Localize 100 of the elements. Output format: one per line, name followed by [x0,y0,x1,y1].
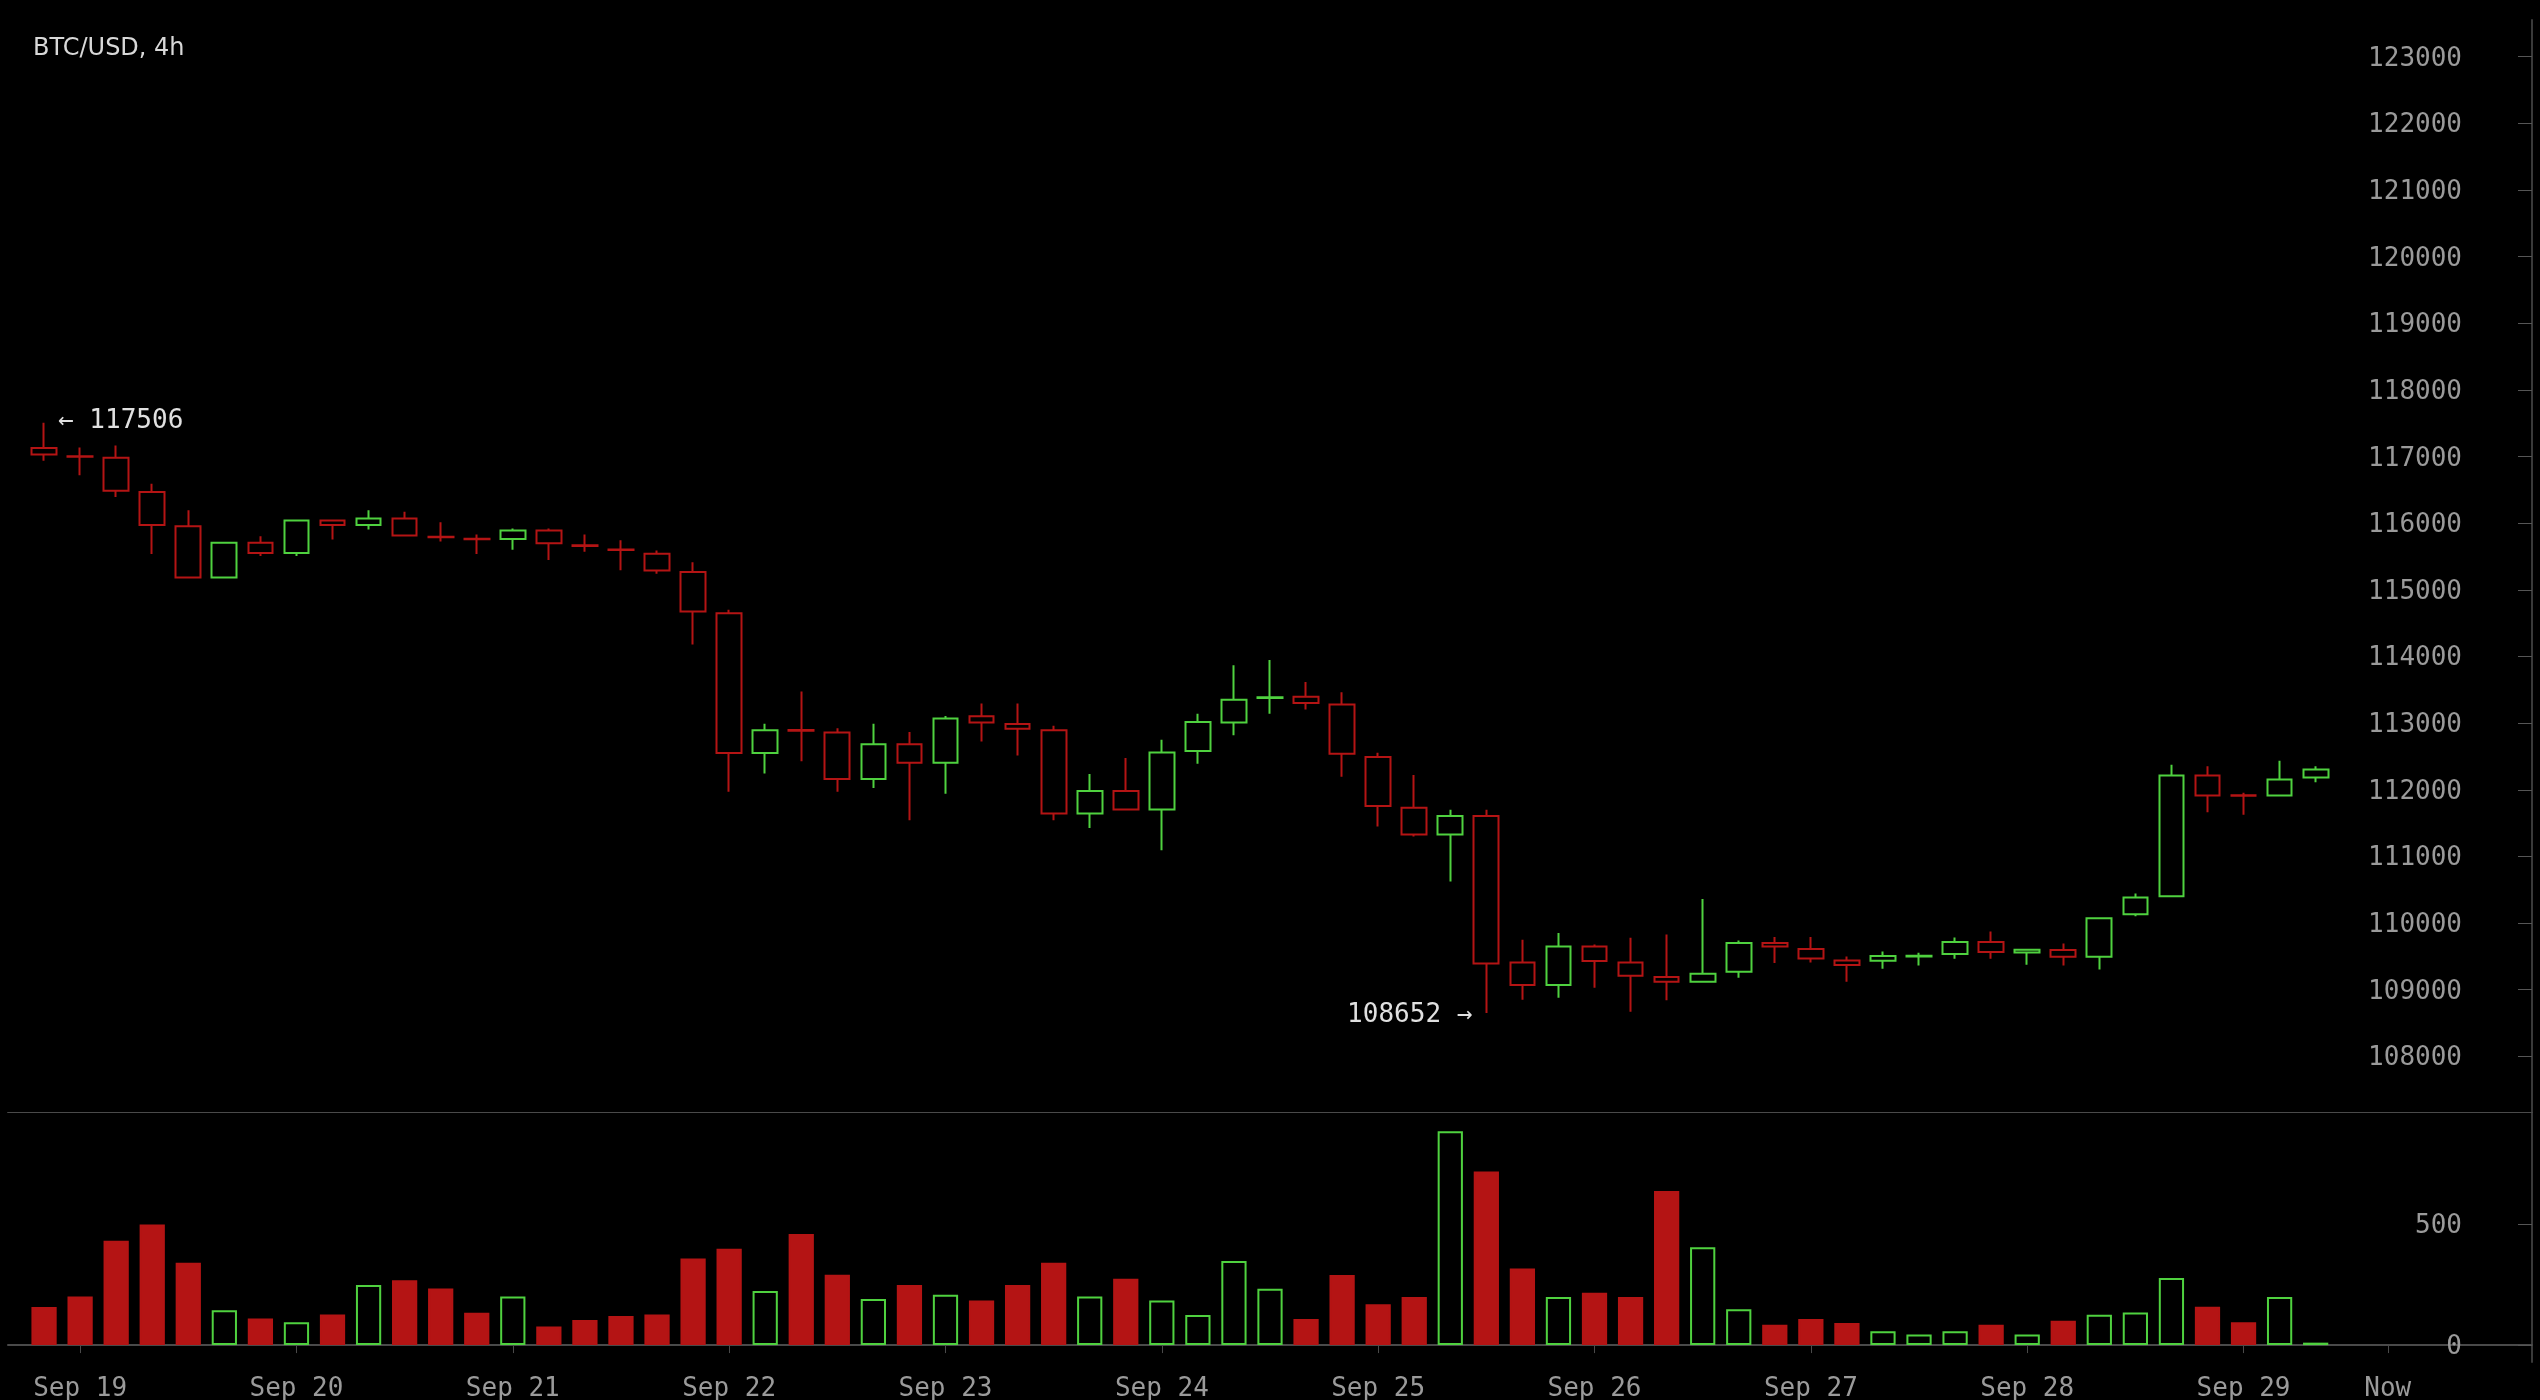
candlestick [643,549,671,575]
bar [67,1296,93,1346]
bar [1978,1324,2004,1346]
candlestick [1725,939,1753,979]
candlestick [896,730,923,822]
bar [247,1318,274,1346]
candlestick [823,727,851,793]
bar [752,1290,778,1346]
candlestick [1328,691,1356,778]
y-tick-label: 116000 [2368,508,2462,539]
candlestick [715,608,743,793]
bar [2014,1334,2040,1346]
y-tick-label: 113000 [2368,708,2462,739]
candlestick [1977,930,2005,960]
bar [896,1285,923,1346]
bar [1437,1131,1463,1346]
candlestick [355,509,382,531]
bar [1798,1318,1824,1346]
candlestick [2302,765,2330,784]
y-tick-label: 121000 [2368,174,2462,205]
bar [1942,1331,1968,1346]
bar [608,1316,634,1346]
candlestick [1833,955,1861,983]
bar [1329,1274,1355,1346]
bar [2086,1314,2112,1346]
candlestick [751,722,779,775]
bar [31,1307,57,1346]
candlestick [210,541,238,579]
candlestick [2085,916,2113,971]
y-tick-label: 118000 [2368,374,2462,405]
bar [175,1262,201,1346]
candlestick [283,519,310,557]
candlestick [2122,892,2149,918]
y-tick-label: 110000 [2368,908,2462,939]
bar [536,1326,562,1346]
bar [464,1312,490,1346]
candlestick [138,482,166,555]
candlestick [66,446,94,477]
y-tick-label: 117000 [2368,441,2462,472]
bar [211,1310,237,1346]
candlestick [499,527,527,551]
candlestick [2049,942,2077,967]
bar [2122,1312,2148,1346]
y-tick-label: 112000 [2368,774,2462,805]
bar [1221,1260,1247,1346]
candlestick [463,533,491,555]
bar [1185,1315,1211,1346]
bar [824,1274,850,1346]
y-tick-label: 115000 [2368,574,2462,605]
bar [644,1314,670,1346]
candlestick [1617,936,1644,1013]
bar [1545,1296,1572,1346]
candlestick [427,521,455,543]
bar [788,1234,814,1346]
bar [2158,1278,2185,1346]
candlestick [1184,712,1212,765]
y-tick-label: 109000 [2368,974,2462,1005]
bar [355,1285,382,1346]
candlestick [1076,772,1104,830]
candlestick [1472,808,1500,1014]
bar [1762,1324,1788,1346]
y-tick-label: 0 [2446,1330,2462,1361]
candlestick [679,561,707,646]
candlestick [1653,933,1680,1002]
bar [392,1280,418,1346]
bar [1041,1262,1067,1346]
bar [428,1288,454,1346]
bar [1293,1318,1319,1346]
candlestick [1220,664,1248,737]
candlestick [174,509,202,579]
bar [1257,1288,1283,1346]
bar [1617,1296,1644,1346]
bar [1401,1296,1427,1346]
candlestick [607,539,635,572]
bar [1113,1278,1139,1346]
text: BTC/USD, 4h [33,33,185,61]
bar [2303,1342,2329,1346]
annotation: 108652 → [1347,997,1473,1028]
bar [572,1319,598,1346]
bar [1581,1292,1608,1346]
x-tick-label: Now [2364,1372,2412,1400]
y-tick-label: 108000 [2368,1041,2462,1072]
candlestick [1256,659,1284,715]
bar [1365,1304,1391,1346]
candlestick [1148,738,1176,852]
y-tick-label: 114000 [2368,641,2462,672]
bar [680,1258,706,1346]
y-tick-label: 120000 [2368,241,2462,272]
candlestick [1292,680,1320,711]
bar [716,1248,742,1346]
bar [1149,1300,1175,1346]
candlestick [787,690,815,763]
candlestick [319,519,346,541]
candlestick [1869,950,1897,970]
candlestick [2013,948,2041,966]
bar [1473,1171,1499,1346]
candlestick [1400,774,1428,838]
candlestick [968,702,995,743]
candlestick [860,722,887,790]
candlestick [2230,791,2257,816]
